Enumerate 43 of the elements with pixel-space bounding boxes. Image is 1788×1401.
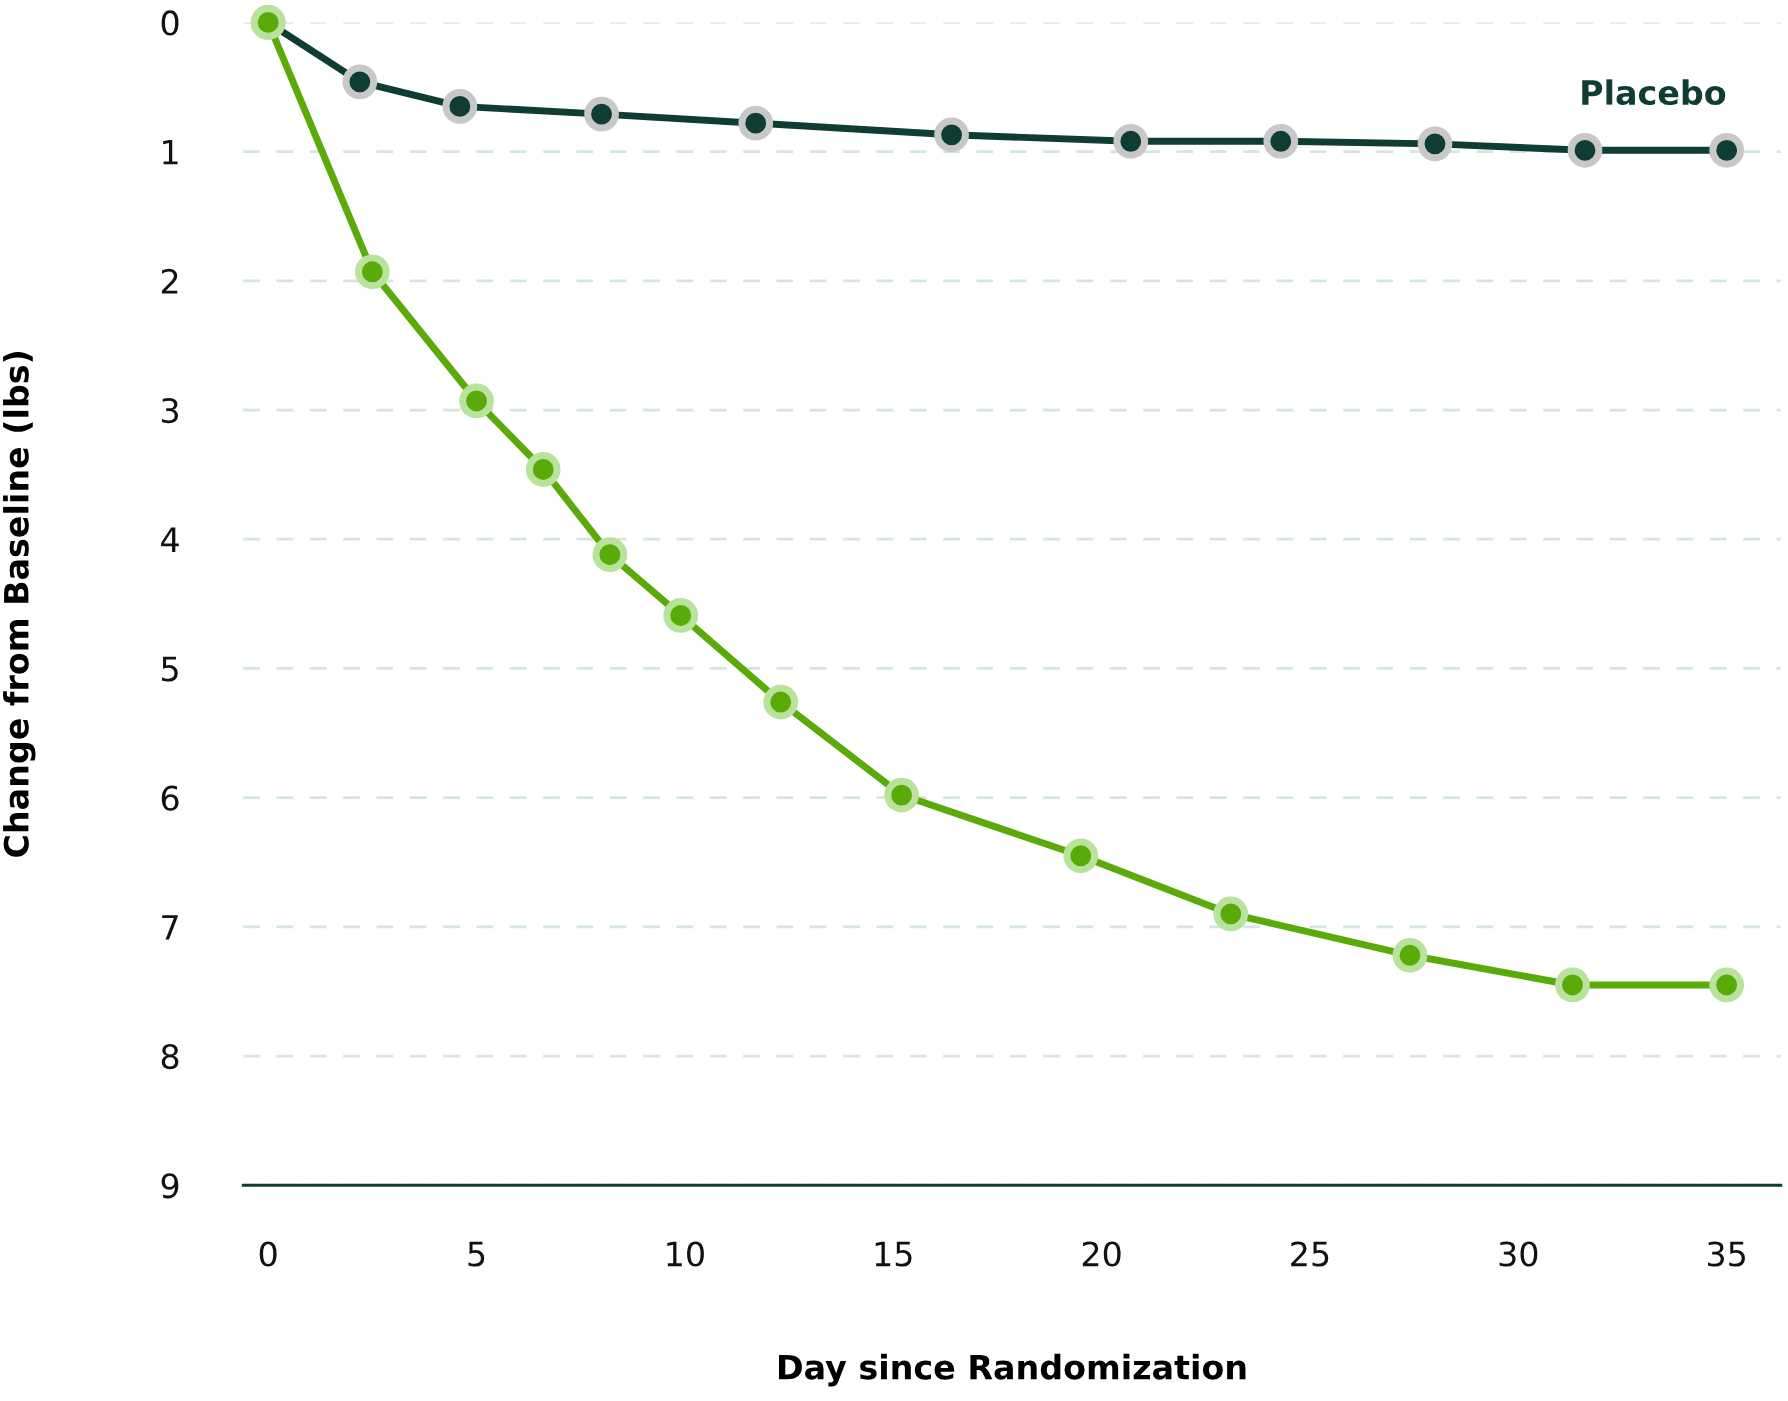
point [1113,123,1149,159]
x-tick-label: 25 [1291,1241,1329,1267]
point [1063,838,1099,874]
y-axis-title: Change from Baseline (lbs) [3,351,36,857]
x-tick-label: 15 [875,1241,912,1267]
x-tick-label: 0 [259,1241,277,1267]
y-tick-label: 0 [161,10,179,36]
point [1555,967,1590,1003]
y-tick-label: 6 [161,785,179,811]
y-tick-label: 5 [162,656,178,682]
point [884,777,919,813]
x-tick-label: 30 [1499,1241,1538,1267]
x-axis-title: Day since Randomization [779,1353,1246,1387]
point [663,598,699,633]
x-tick-label: 5 [468,1241,485,1267]
point [1263,123,1299,159]
point [1417,126,1453,162]
point [934,117,969,153]
y-tick-label: 2 [161,268,178,294]
y-tick-label: 7 [162,915,178,940]
series-label: Placebo [1582,79,1726,106]
x-tick-label: 35 [1708,1241,1745,1267]
point [1709,132,1745,168]
x-tick-label: 20 [1082,1241,1121,1267]
point [1213,896,1249,932]
point [442,89,478,124]
point [763,684,799,720]
point [525,452,561,487]
y-tick-label: 3 [162,397,178,424]
x-tick-label: 10 [667,1241,704,1267]
point [1392,937,1428,973]
point [1709,967,1745,1003]
point [592,537,628,573]
point [584,96,619,132]
y-tick-label: 9 [161,1173,179,1199]
point [354,254,390,290]
point [342,64,378,100]
y-tick-label: 4 [161,527,179,552]
y-tick-label: 8 [161,1043,179,1070]
point [738,105,774,141]
y-tick-label: 1 [163,139,178,165]
point [1567,132,1603,168]
point [459,383,494,419]
